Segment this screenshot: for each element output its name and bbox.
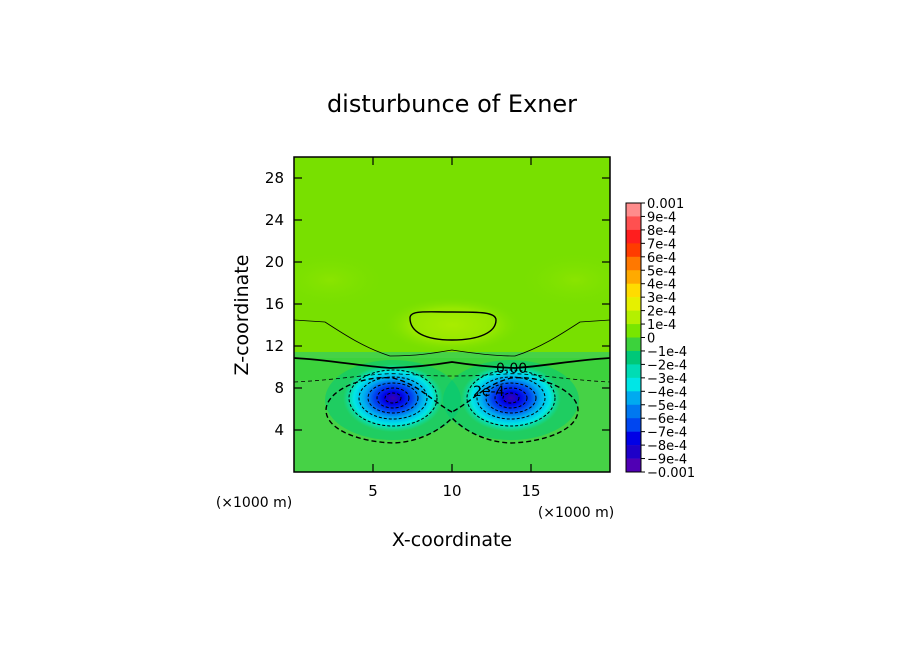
x-tick-label: 5 [368, 482, 378, 500]
colorbar-swatch [626, 216, 641, 231]
contour-rings-right [466, 369, 556, 427]
colorbar-label: −0.001 [647, 466, 695, 481]
contour-rings-left [348, 369, 438, 427]
colorbar-swatch [626, 445, 641, 459]
colorbar-label: 0 [647, 332, 655, 347]
x-tick-label: 15 [521, 482, 540, 500]
colorbar-label: −1e-4 [647, 345, 687, 360]
colorbar-label: −4e-4 [647, 385, 687, 400]
colorbar-swatch [626, 203, 641, 217]
colorbar-label: −5e-4 [647, 399, 687, 414]
x-axis: 5 10 15 [368, 157, 541, 500]
colorbar-label: −3e-4 [647, 372, 687, 387]
colorbar-swatch [626, 391, 641, 406]
colorbar-label: 8e-4 [647, 224, 676, 239]
x-axis-unit: (×1000 m) [538, 505, 614, 521]
contour-upper-thin [294, 319, 610, 357]
colorbar-swatch [626, 377, 641, 392]
field-negative-min-left [343, 364, 443, 432]
y-tick-label: 24 [265, 211, 284, 229]
colorbar-label: 3e-4 [647, 291, 676, 306]
y-tick-label: 28 [265, 169, 284, 187]
y-axis-label: Z-coordinate [231, 255, 253, 376]
colorbar-label: 4e-4 [647, 278, 676, 293]
colorbar-swatch [626, 310, 641, 325]
colorbar-swatch [626, 283, 641, 298]
colorbar: 0.0019e-48e-47e-46e-45e-44e-43e-42e-41e-… [625, 197, 695, 481]
colorbar-swatch [626, 297, 641, 311]
colorbar-label: −6e-4 [647, 412, 687, 427]
y-tick-label: 8 [274, 379, 284, 397]
colorbar-swatch [626, 458, 641, 473]
x-axis-label: X-coordinate [392, 529, 512, 551]
contour-label-zero: 0.00 [496, 361, 527, 377]
colorbar-label: 7e-4 [647, 237, 676, 252]
colorbar-swatch [626, 229, 641, 244]
y-tick-label: 12 [265, 337, 284, 355]
colorbar-label: −8e-4 [647, 439, 687, 454]
y-tick-label: 20 [265, 253, 284, 271]
colorbar-label: 5e-4 [647, 264, 676, 279]
chart-title: disturbunce of Exner [327, 90, 577, 118]
colorbar-swatch [626, 418, 641, 432]
field-positive-max [382, 297, 522, 353]
colorbar-swatch [626, 243, 641, 258]
colorbar-swatch [626, 364, 641, 379]
field-negative-min-right [461, 364, 561, 432]
colorbar-label: 9e-4 [647, 210, 676, 225]
field-side-high-right [515, 250, 610, 310]
colorbar-swatch [626, 270, 641, 284]
x-tick-label: 10 [442, 482, 461, 500]
y-axis: 4 8 12 16 20 24 28 [265, 169, 610, 439]
y-tick-label: 4 [274, 421, 284, 439]
colorbar-label: 6e-4 [647, 251, 676, 266]
field-side-high-left [294, 250, 390, 310]
colorbar-swatch [626, 404, 641, 419]
colorbar-label: −7e-4 [647, 426, 687, 441]
contour-dashed-wide [325, 376, 579, 444]
colorbar-swatch [626, 431, 641, 446]
colorbar-label: −9e-4 [647, 453, 687, 468]
plot-area [294, 157, 610, 472]
contour-zero [294, 357, 610, 369]
y-axis-unit: (×1000 m) [216, 495, 292, 511]
colorbar-label: 0.001 [647, 197, 684, 212]
colorbar-swatch [626, 324, 641, 338]
colorbar-swatch [626, 337, 641, 352]
colorbar-label: 1e-4 [647, 318, 676, 333]
contour-max-closed [409, 311, 497, 341]
colorbar-label: 2e-4 [647, 305, 676, 320]
colorbar-label: −2e-4 [647, 358, 687, 373]
colorbar-swatch [626, 350, 641, 365]
colorbar-swatch [626, 256, 641, 271]
y-tick-label: 16 [265, 295, 284, 313]
contour-label-2e-4: 2e-4 [473, 384, 505, 400]
